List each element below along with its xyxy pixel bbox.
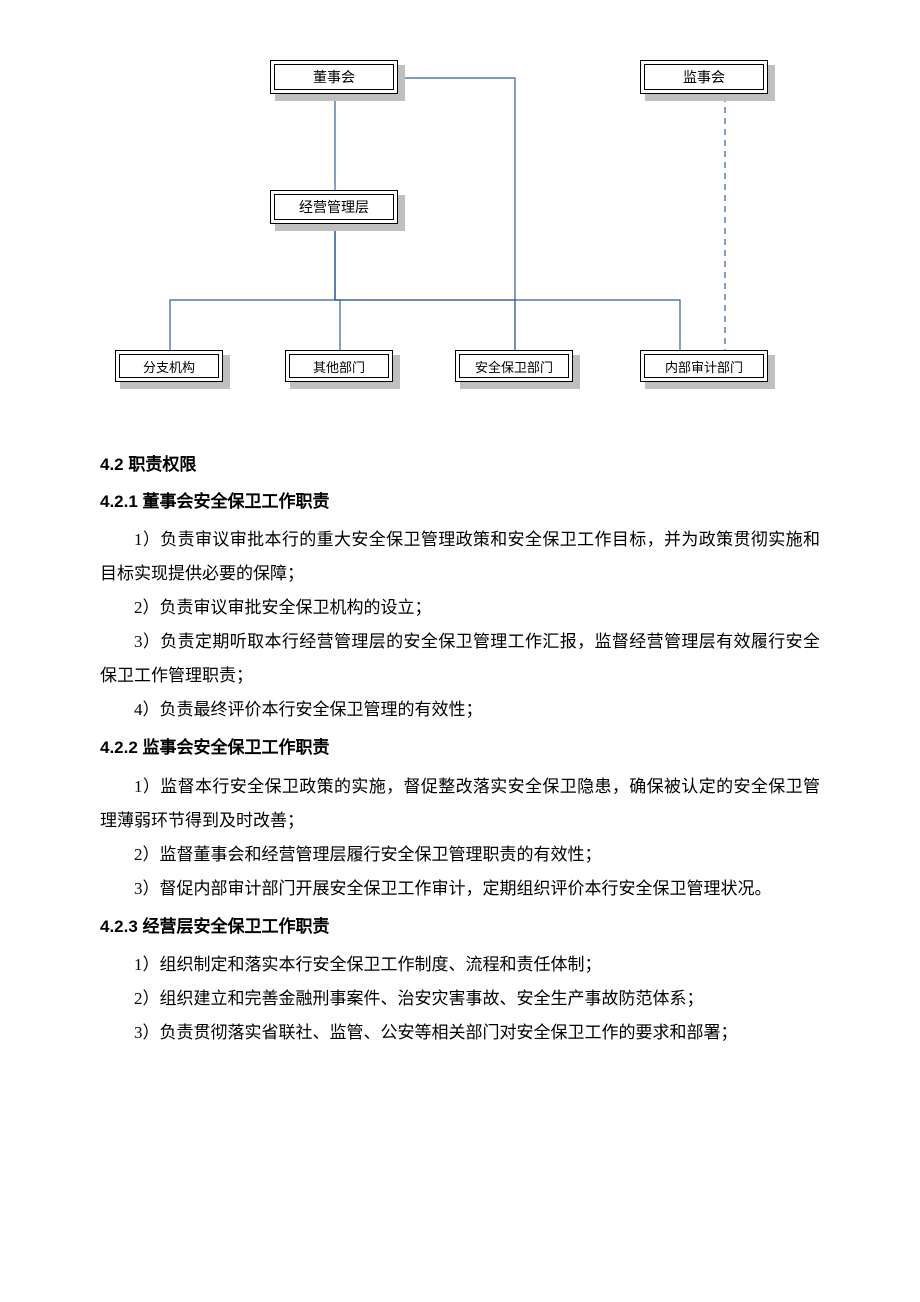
org-node-n_mgmt: 经营管理层 bbox=[270, 190, 398, 224]
item-4-2-1-2: 2）负责审议审批安全保卫机构的设立； bbox=[100, 591, 820, 625]
org-node-label: 分支机构 bbox=[119, 354, 219, 378]
org-node-n_board: 董事会 bbox=[270, 60, 398, 94]
item-4-2-1-4: 4）负责最终评价本行安全保卫管理的有效性； bbox=[100, 693, 820, 727]
item-4-2-3-1: 1）组织制定和落实本行安全保卫工作制度、流程和责任体制； bbox=[100, 948, 820, 982]
item-4-2-3-2: 2）组织建立和完善金融刑事案件、治安灾害事故、安全生产事故防范体系； bbox=[100, 982, 820, 1016]
item-4-2-1-1: 1）负责审议审批本行的重大安全保卫管理政策和安全保卫工作目标，并为政策贯彻实施和… bbox=[100, 523, 820, 591]
org-node-label: 董事会 bbox=[274, 64, 394, 90]
item-4-2-2-3: 3）督促内部审计部门开展安全保卫工作审计，定期组织评价本行安全保卫管理状况。 bbox=[100, 872, 820, 906]
org-node-label: 内部审计部门 bbox=[644, 354, 764, 378]
org-node-label: 安全保卫部门 bbox=[459, 354, 569, 378]
item-4-2-3-3: 3）负责贯彻落实省联社、监管、公安等相关部门对安全保卫工作的要求和部署； bbox=[100, 1016, 820, 1050]
org-chart: 董事会 监事会经营管理层分支机构 其他部门 安全保卫部门 内部审计部门 bbox=[100, 40, 820, 420]
org-node-n_super: 监事会 bbox=[640, 60, 768, 94]
heading-4-2: 4.2 职责权限 bbox=[100, 450, 820, 481]
org-node-n_audit: 内部审计部门 bbox=[640, 350, 768, 382]
heading-4-2-3: 4.2.3 经营层安全保卫工作职责 bbox=[100, 912, 820, 943]
org-node-n_other: 其他部门 bbox=[285, 350, 393, 382]
org-node-n_sec: 安全保卫部门 bbox=[455, 350, 573, 382]
org-node-label: 经营管理层 bbox=[274, 194, 394, 220]
item-4-2-1-3: 3）负责定期听取本行经营管理层的安全保卫管理工作汇报，监督经营管理层有效履行安全… bbox=[100, 625, 820, 693]
org-node-label: 其他部门 bbox=[289, 354, 389, 378]
heading-4-2-1: 4.2.1 董事会安全保卫工作职责 bbox=[100, 487, 820, 518]
item-4-2-2-2: 2）监督董事会和经营管理层履行安全保卫管理职责的有效性； bbox=[100, 838, 820, 872]
org-node-label: 监事会 bbox=[644, 64, 764, 90]
org-node-n_branch: 分支机构 bbox=[115, 350, 223, 382]
item-4-2-2-1: 1）监督本行安全保卫政策的实施，督促整改落实安全保卫隐患，确保被认定的安全保卫管… bbox=[100, 770, 820, 838]
heading-4-2-2: 4.2.2 监事会安全保卫工作职责 bbox=[100, 733, 820, 764]
